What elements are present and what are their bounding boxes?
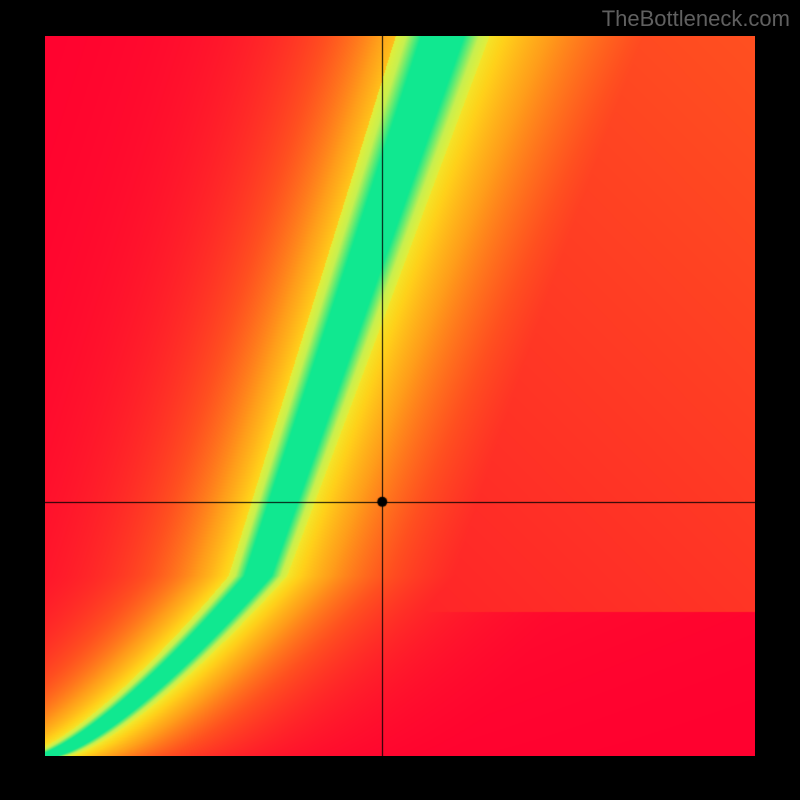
bottleneck-heatmap-canvas	[45, 36, 755, 756]
watermark-text: TheBottleneck.com	[602, 6, 790, 32]
chart-container: TheBottleneck.com	[0, 0, 800, 800]
